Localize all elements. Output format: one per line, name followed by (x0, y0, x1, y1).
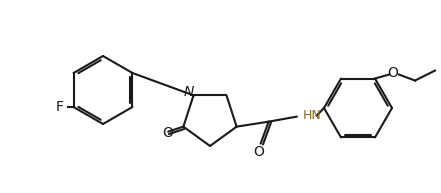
Text: HN: HN (303, 109, 321, 122)
Text: F: F (56, 100, 64, 114)
Text: O: O (163, 126, 174, 140)
Text: O: O (388, 66, 398, 80)
Text: N: N (183, 85, 194, 99)
Text: O: O (253, 145, 264, 159)
